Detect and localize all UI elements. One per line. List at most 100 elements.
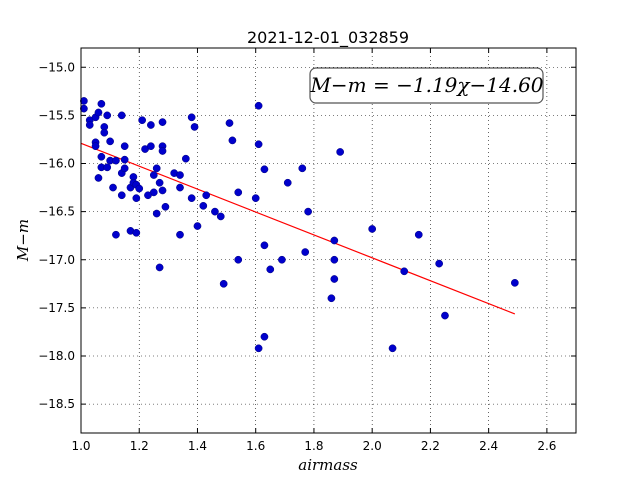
data-point xyxy=(152,209,161,218)
data-point xyxy=(211,207,219,216)
data-point xyxy=(161,202,170,211)
data-point xyxy=(368,225,377,233)
x-tick-label: 1.0 xyxy=(71,439,90,453)
data-point xyxy=(228,136,237,145)
data-point xyxy=(103,163,112,172)
annotation-box: M−m = −1.19χ−14.60 xyxy=(309,67,544,104)
data-point xyxy=(216,212,225,221)
data-point xyxy=(158,147,167,155)
data-point xyxy=(199,202,208,210)
data-point xyxy=(181,154,190,163)
y-tick-label: −18.5 xyxy=(38,397,75,411)
data-point xyxy=(132,228,141,237)
data-point xyxy=(219,279,228,288)
data-point xyxy=(80,104,88,113)
data-point xyxy=(135,184,144,193)
data-point xyxy=(190,123,199,131)
data-point xyxy=(144,191,152,200)
data-point xyxy=(260,165,269,174)
grid xyxy=(80,48,576,433)
y-tick-label: −16.0 xyxy=(38,157,75,171)
data-point xyxy=(441,311,449,320)
data-point xyxy=(94,174,103,182)
data-point xyxy=(80,97,88,105)
data-point xyxy=(251,194,260,202)
data-point xyxy=(97,152,106,161)
x-tick-label: 2.6 xyxy=(537,439,556,453)
data-point xyxy=(278,255,286,264)
data-point xyxy=(511,279,519,287)
data-point xyxy=(103,111,112,120)
data-point xyxy=(254,140,263,149)
data-point xyxy=(106,137,114,146)
data-point xyxy=(260,332,269,341)
x-tick-label: 1.8 xyxy=(304,439,323,453)
ticks: 1.0 1.2 1.4 1.6 1.8 2.0 2.2 2.4 2.6 −15.0 −15.5 −16… xyxy=(38,48,576,453)
data-point xyxy=(301,248,310,256)
data-point xyxy=(94,108,103,117)
data-point xyxy=(158,118,167,126)
y-tick-label: −15.0 xyxy=(38,60,75,74)
fit-annotation: M−m = −1.19χ−14.60 xyxy=(309,73,543,97)
data-point xyxy=(109,183,117,192)
data-point xyxy=(330,236,339,245)
data-point xyxy=(120,142,129,151)
fit-line xyxy=(80,142,516,315)
y-tick-label: −17.0 xyxy=(38,253,75,267)
data-point xyxy=(120,155,129,164)
x-tick-label: 2.4 xyxy=(479,439,498,453)
data-point xyxy=(225,119,234,127)
data-point xyxy=(100,128,109,137)
x-tick-label: 1.6 xyxy=(246,439,265,453)
data-point xyxy=(155,263,164,272)
data-point xyxy=(176,230,184,239)
data-point xyxy=(193,222,202,230)
data-points xyxy=(80,97,519,353)
data-point xyxy=(147,121,155,129)
data-point xyxy=(254,101,263,110)
data-point xyxy=(97,99,106,108)
fit-line-group xyxy=(80,142,516,315)
data-point xyxy=(330,255,339,264)
data-point xyxy=(266,265,275,274)
x-tick-label: 1.2 xyxy=(130,439,149,453)
x-axis-label: airmass xyxy=(298,456,358,474)
data-point xyxy=(330,275,339,283)
x-tick-label: 2.0 xyxy=(363,439,382,453)
data-point xyxy=(336,148,344,156)
data-point xyxy=(234,255,243,264)
data-point xyxy=(147,142,155,151)
data-point xyxy=(132,194,141,202)
data-point xyxy=(304,207,312,216)
data-point xyxy=(112,230,120,239)
data-point xyxy=(152,164,161,173)
data-point xyxy=(112,156,120,165)
plot-frame xyxy=(80,47,577,434)
data-point xyxy=(187,113,196,122)
x-tick-label: 1.4 xyxy=(188,439,207,453)
data-point xyxy=(260,241,269,250)
y-tick-label: −18.0 xyxy=(38,349,75,363)
y-tick-label: −15.5 xyxy=(38,108,75,122)
data-point xyxy=(158,186,167,195)
data-point xyxy=(414,230,423,239)
data-point xyxy=(176,183,184,192)
data-point xyxy=(120,164,129,173)
data-point xyxy=(149,171,158,179)
data-point xyxy=(298,164,307,173)
y-tick-label: −17.5 xyxy=(38,301,75,315)
data-point xyxy=(85,121,94,129)
data-point xyxy=(91,142,100,151)
data-point xyxy=(202,191,211,200)
data-point xyxy=(327,294,336,303)
data-point xyxy=(254,344,263,353)
data-point xyxy=(283,178,292,187)
data-point xyxy=(176,171,184,179)
data-point xyxy=(117,111,126,120)
chart-title: 2021-12-01_032859 xyxy=(247,28,409,48)
data-point xyxy=(234,188,243,197)
data-point xyxy=(155,178,164,187)
data-point xyxy=(400,267,409,276)
data-point xyxy=(138,116,146,125)
